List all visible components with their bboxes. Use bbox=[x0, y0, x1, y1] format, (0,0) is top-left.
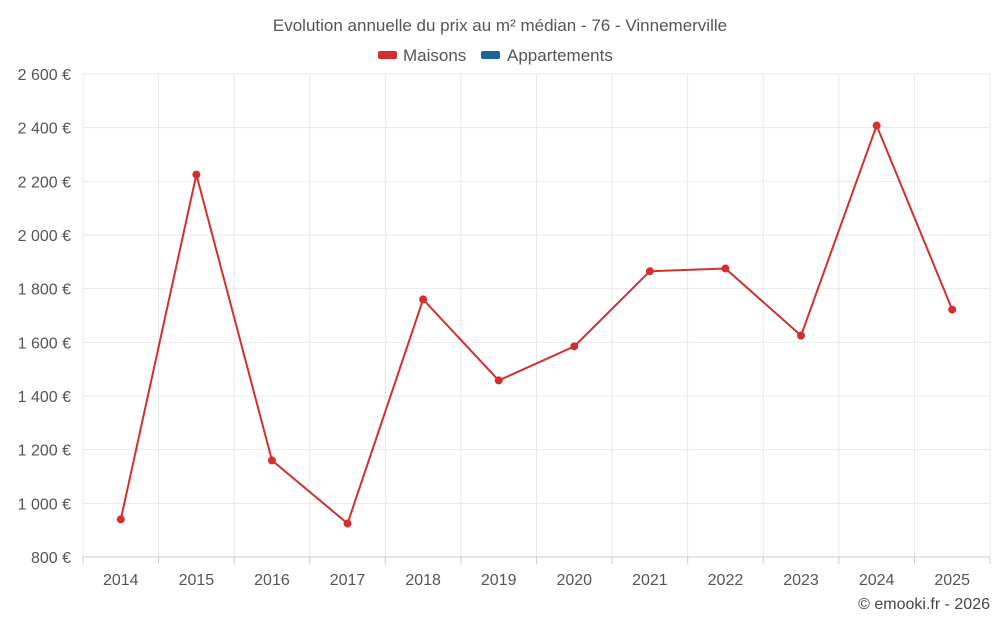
legend-label-appartements: Appartements bbox=[507, 46, 613, 65]
y-axis: 800 € 1 000 € 1 200 € 1 400 € 1 600 € 1 800 €… bbox=[18, 67, 71, 567]
data-point-maisons[interactable] bbox=[494, 376, 503, 385]
x-tick-label: 2019 bbox=[481, 572, 517, 589]
y-tick-label: 2 400 € bbox=[18, 121, 71, 138]
legend-label-maisons: Maisons bbox=[403, 46, 466, 65]
chart-grid bbox=[82, 73, 991, 557]
x-tick-label: 2024 bbox=[859, 572, 895, 589]
x-tick-label: 2022 bbox=[708, 572, 744, 589]
y-tick-label: 2 200 € bbox=[18, 174, 71, 191]
x-tick-label: 2014 bbox=[103, 572, 139, 589]
legend-swatch-appartements bbox=[481, 51, 500, 59]
y-tick-label: 1 800 € bbox=[18, 282, 71, 299]
data-point-maisons[interactable] bbox=[116, 515, 125, 524]
x-tick-label: 2015 bbox=[179, 572, 215, 589]
y-tick-label: 1 400 € bbox=[18, 389, 71, 406]
y-tick-label: 1 000 € bbox=[18, 496, 71, 513]
legend-item-appartements[interactable]: Appartements bbox=[481, 46, 613, 65]
data-point-maisons[interactable] bbox=[419, 295, 428, 304]
chart-legend[interactable]: Maisons Appartements bbox=[378, 46, 613, 65]
data-point-maisons[interactable] bbox=[192, 170, 201, 179]
y-tick-label: 2 600 € bbox=[18, 67, 71, 84]
data-point-maisons[interactable] bbox=[267, 456, 276, 465]
data-point-maisons[interactable] bbox=[343, 519, 352, 528]
chart-series bbox=[116, 121, 957, 528]
series-line-maisons bbox=[119, 124, 954, 525]
y-tick-label: 1 200 € bbox=[18, 443, 71, 460]
credit-text: © emooki.fr - 2026 bbox=[858, 596, 990, 613]
x-tick-label: 2025 bbox=[934, 572, 970, 589]
x-tick-label: 2016 bbox=[254, 572, 290, 589]
x-tick-label: 2023 bbox=[783, 572, 819, 589]
x-tick-label: 2020 bbox=[556, 572, 592, 589]
data-point-maisons[interactable] bbox=[570, 342, 579, 351]
x-tick-label: 2018 bbox=[405, 572, 441, 589]
y-tick-label: 1 600 € bbox=[18, 335, 71, 352]
y-tick-label: 2 000 € bbox=[18, 228, 71, 245]
legend-swatch-maisons bbox=[378, 51, 397, 59]
x-axis: 2014 2015 2016 2017 2018 2019 2020 2021 2022 2023… bbox=[82, 556, 991, 589]
data-point-maisons[interactable] bbox=[872, 121, 881, 130]
data-point-maisons[interactable] bbox=[797, 331, 806, 340]
legend-item-maisons[interactable]: Maisons bbox=[378, 46, 466, 65]
chart-title: Evolution annuelle du prix au m² médian … bbox=[273, 16, 727, 35]
data-point-maisons[interactable] bbox=[948, 305, 957, 314]
data-point-maisons[interactable] bbox=[721, 264, 730, 273]
x-tick-label: 2017 bbox=[330, 572, 366, 589]
y-tick-label: 800 € bbox=[31, 550, 71, 567]
data-point-maisons[interactable] bbox=[645, 267, 654, 276]
x-tick-label: 2021 bbox=[632, 572, 668, 589]
